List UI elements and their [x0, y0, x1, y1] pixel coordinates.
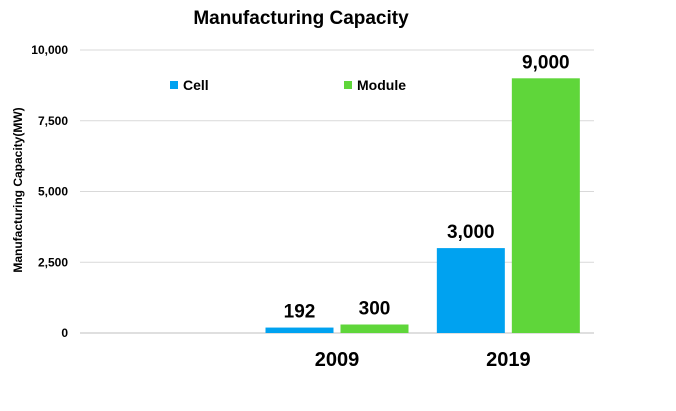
data-label-cell-2009: 192: [284, 302, 316, 323]
bar-cell-2019: [436, 248, 505, 333]
x-tick-label-2019: 2019: [486, 349, 531, 371]
legend-label-cell: Cell: [183, 77, 209, 93]
x-tick-label-2009: 2009: [315, 349, 360, 371]
chart-title: Manufacturing Capacity: [193, 8, 409, 29]
legend-label-module: Module: [357, 77, 406, 93]
y-tick-label: 7,500: [38, 114, 68, 128]
bar-module-2019: [511, 78, 580, 333]
data-label-module-2009: 300: [359, 299, 391, 320]
bar-module-2009: [340, 324, 409, 333]
bars: [265, 78, 580, 333]
legend: Cell Module: [170, 77, 406, 93]
y-tick-label: 2,500: [38, 255, 68, 269]
y-axis-label: Manufacturing Capacity(MW): [11, 107, 25, 272]
gridlines: [80, 49, 594, 334]
bar-cell-2009: [265, 327, 334, 333]
y-tick-label: 5,000: [38, 185, 68, 199]
y-tick-label: 0: [61, 326, 68, 340]
y-tick-label: 10,000: [31, 43, 68, 57]
y-axis-ticks: 0 2,500 5,000 7,500 10,000: [31, 43, 68, 340]
x-axis-ticks: 2009 2019: [315, 349, 531, 371]
data-labels: 192 300 3,000 9,000: [284, 52, 570, 322]
data-label-cell-2019: 3,000: [447, 222, 495, 243]
legend-swatch-module: [344, 81, 352, 89]
data-label-module-2019: 9,000: [522, 52, 570, 73]
legend-swatch-cell: [170, 81, 178, 89]
